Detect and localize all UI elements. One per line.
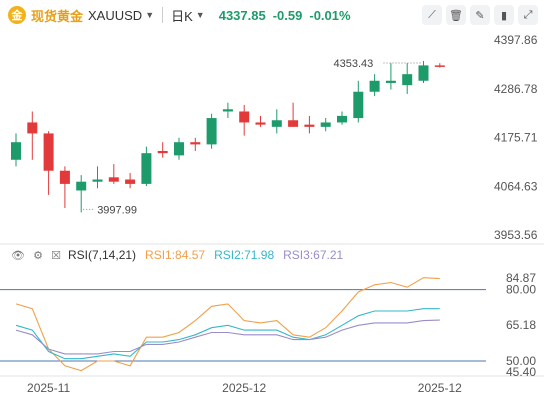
price-change: -0.59: [272, 7, 303, 23]
candle-body: [157, 150, 168, 154]
grid: [0, 243, 544, 377]
candle-body: [320, 122, 331, 127]
period-selector[interactable]: 日K: [171, 8, 193, 24]
candle-body: [76, 181, 87, 191]
candle-body: [190, 142, 201, 145]
candle-body: [402, 74, 413, 86]
candle-body: [92, 179, 103, 182]
bar-chart-icon[interactable]: ▮: [494, 5, 514, 25]
trash-icon[interactable]: 🗑: [446, 5, 466, 25]
candle-body: [288, 120, 299, 127]
axes: 4397.86 4286.78 4175.71 4064.63 3953.56 84.87…: [27, 33, 538, 395]
candle-body: [337, 115, 347, 123]
price-change-pct: -0.01%: [309, 7, 351, 23]
rsi-tick-label: 45.40: [506, 365, 536, 379]
candle-body: [418, 65, 429, 81]
price-tick-label: 4175.71: [494, 131, 538, 145]
draw-line-icon[interactable]: ⟋: [422, 5, 442, 25]
settings-icon[interactable]: ⚙: [33, 249, 43, 262]
candle-body: [206, 118, 217, 145]
rsi-series-line-2: [15, 308, 440, 360]
x-axis-label: 2025-12: [222, 381, 266, 395]
high-label: 4353.43: [334, 58, 374, 70]
candle-body: [239, 111, 250, 123]
divider: [162, 7, 164, 23]
price-tick-label: 4397.86: [494, 33, 538, 47]
candle-body: [369, 80, 380, 92]
pen-icon[interactable]: ✎: [470, 5, 490, 25]
rsi1-value: RSI1:84.57: [145, 248, 206, 262]
symbol-selector[interactable]: XAUUSD: [88, 7, 143, 23]
candle-body: [255, 122, 266, 125]
toolbar: ⟋ 🗑 ✎ ▮ ⤢: [422, 5, 538, 25]
rsi-panel: [0, 277, 486, 372]
candle-body: [108, 177, 119, 182]
header: 金 现货黄金 XAUUSD ▼ 日K ▼ 4337.85 -0.59 -0.01…: [0, 0, 544, 30]
x-axis-label: 2025-12: [418, 381, 462, 395]
rsi2-value: RSI2:71.98: [214, 248, 275, 262]
rsi3-value: RSI3:67.21: [283, 248, 344, 262]
expand-icon[interactable]: ⤢: [518, 5, 538, 25]
rsi-tick-label: 65.18: [506, 318, 536, 332]
rsi-series-line-3: [15, 319, 440, 355]
candle-body: [43, 133, 54, 171]
candle-body: [141, 153, 152, 184]
candle-body: [27, 122, 38, 134]
low-label: 3997.99: [97, 204, 137, 216]
close-icon[interactable]: ☒: [51, 249, 61, 262]
candle-body: [125, 179, 136, 184]
rsi-legend: 👁 ⚙ ☒ RSI(7,14,21) RSI1:84.57 RSI2:71.98…: [0, 246, 343, 264]
x-axis-label: 2025-11: [27, 381, 70, 395]
rsi-label: RSI(7,14,21): [68, 248, 137, 262]
price-tick-label: 4064.63: [494, 179, 538, 193]
candle-body: [11, 142, 21, 160]
rsi-tick-label: 80.00: [506, 283, 536, 297]
gold-logo-icon: 金: [8, 6, 26, 24]
last-price: 4337.85: [218, 7, 266, 23]
candle-body: [385, 80, 396, 83]
candle-body: [353, 91, 364, 119]
instrument-name: 现货黄金: [31, 8, 84, 24]
eye-icon[interactable]: 👁: [11, 249, 25, 262]
rsi-tick-label: 50.00: [506, 354, 536, 368]
candle-body: [271, 120, 282, 127]
rsi-series-line-1: [15, 277, 440, 372]
candle-body: [434, 65, 445, 67]
candle-body: [304, 124, 315, 127]
candle-body: [174, 142, 184, 156]
candle-body: [59, 170, 70, 184]
chevron-down-icon[interactable]: ▼: [145, 10, 155, 20]
candles: 4353.43 3997.99: [11, 58, 445, 216]
price-tick-label: 4286.78: [494, 82, 538, 96]
rsi-tick-label: 84.87: [506, 271, 536, 285]
price-tick-label: 3953.56: [494, 228, 538, 242]
candle-body: [222, 109, 233, 112]
chevron-down-icon[interactable]: ▼: [195, 10, 205, 20]
